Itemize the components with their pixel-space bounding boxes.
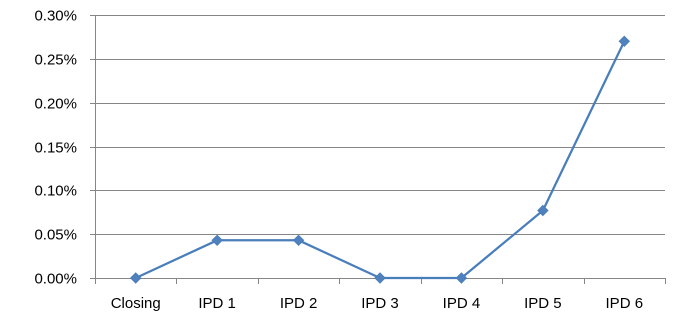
data-point-marker	[211, 234, 223, 247]
x-tick-label: IPD 2	[280, 295, 318, 312]
x-tick-label: IPD 3	[361, 295, 399, 312]
y-tick-label: 0.20%	[34, 96, 77, 113]
x-tick-label: Closing	[111, 295, 161, 312]
y-tick-label: 0.30%	[34, 8, 77, 25]
data-point-marker	[292, 234, 305, 247]
y-tick-label: 0.00%	[34, 271, 77, 288]
data-series	[130, 35, 630, 284]
y-tick-label: 0.10%	[34, 183, 77, 200]
series-line	[135, 40, 626, 280]
data-point-marker	[537, 204, 549, 217]
data-point-marker	[455, 272, 468, 284]
y-tick-label: 0.05%	[34, 227, 77, 244]
data-point-marker	[374, 272, 386, 284]
y-tick-labels: 0.00% 0.05% 0.10% 0.15% 0.20% 0.25% 0.30%	[34, 8, 77, 288]
x-tick-label: IPD 5	[524, 295, 562, 312]
y-tick-label: 0.15%	[34, 140, 77, 157]
data-point-marker	[130, 272, 142, 284]
gridlines	[95, 15, 665, 235]
axes	[90, 15, 666, 284]
x-tick-label: IPD 1	[198, 295, 236, 312]
x-tick-label: IPD 6	[606, 295, 644, 312]
x-tick-labels: Closing IPD 1 IPD 2 IPD 3 IPD 4 IPD 5 IPD 6	[111, 295, 643, 312]
data-point-marker	[618, 35, 630, 48]
x-tick-label: IPD 4	[443, 295, 481, 312]
y-tick-label: 0.25%	[34, 52, 77, 69]
